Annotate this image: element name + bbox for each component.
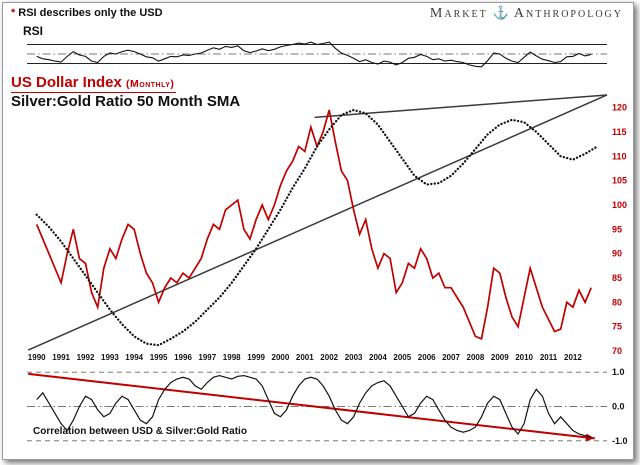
series-rsi-of-us-dollar-index — [36, 41, 592, 68]
x-tick-label: 2008 — [467, 353, 485, 362]
panel-rsi-describes-only-the-usd — [27, 41, 607, 68]
x-tick-label: 2010 — [515, 353, 533, 362]
y-tick-label: 95 — [612, 224, 622, 234]
x-tick-label: 2005 — [393, 353, 411, 362]
usd-title-text: US Dollar Index — [11, 74, 122, 91]
x-tick-label: 2006 — [418, 353, 436, 362]
chart-card: 120 115 110 105 100 95 90 85 80 75 70 1990 1991 1992 1… — [2, 2, 634, 460]
x-tick-label: 2001 — [296, 353, 314, 362]
footnote-asterisk-icon: * — [11, 7, 16, 19]
y-tick-label: 80 — [612, 297, 622, 307]
x-tick-label: 2007 — [442, 353, 460, 362]
usd-index-title: US Dollar Index (Monthly) — [11, 74, 177, 94]
x-tick-label: 1992 — [77, 353, 95, 362]
usd-title-suffix: (Monthly) — [126, 78, 175, 90]
y-tick-label: 105 — [612, 176, 627, 186]
y-tick-label: 120 — [612, 103, 627, 113]
anchor-icon: ⚓ — [492, 5, 509, 20]
x-tick-label: 2000 — [272, 353, 290, 362]
series-correlation-usd-vs-silver-gold-ratio — [36, 374, 592, 438]
trendline-ascending-support-line — [27, 94, 608, 351]
series-us-dollar-index — [35, 109, 592, 340]
x-tick-label: 1990 — [28, 353, 46, 362]
rsi-panel-label: RSI — [23, 24, 44, 38]
series-silver-gold-ratio-50-month-sma — [35, 108, 599, 347]
y-tick-label: 1.0 — [612, 367, 625, 377]
correlation-label: Correlation between USD & Silver:Gold Ra… — [33, 426, 247, 437]
x-tick-label: 2012 — [564, 353, 582, 362]
x-tick-label: 1995 — [150, 353, 168, 362]
brand-logo: Market ⚓ Anthropology — [429, 5, 623, 22]
footnote-text: RSI describes only the USD — [18, 7, 163, 19]
rsi-footnote: * RSI describes only the USD — [11, 7, 163, 20]
x-tick-label: 2004 — [369, 353, 387, 362]
panel-us-dollar-index-monthly-vs-silver-gold-ratio-50-month-sma: 120 115 110 105 100 95 90 85 80 75 70 1990 1991 1992 1… — [27, 94, 627, 362]
silver-gold-title: Silver:Gold Ratio 50 Month SMA — [11, 93, 244, 111]
x-tick-label: 1991 — [52, 353, 70, 362]
brand-word-market: Market — [429, 6, 488, 21]
x-tick-label: 1998 — [223, 353, 241, 362]
x-tick-label: 2011 — [540, 353, 558, 362]
trendline-declining-correlation-trendline — [28, 372, 595, 440]
x-tick-label: 1999 — [247, 353, 265, 362]
y-tick-label: 0.0 — [612, 402, 625, 412]
panel-correlation-between-usd-silver-gold-ratio: 1.0 0.0 -1.0 — [27, 367, 628, 446]
x-tick-label: 1993 — [101, 353, 119, 362]
y-tick-label: 110 — [612, 151, 627, 161]
x-tick-label: 1996 — [174, 353, 192, 362]
x-tick-label: 2003 — [345, 353, 363, 362]
x-tick-label: 2002 — [320, 353, 338, 362]
y-tick-label: -1.0 — [612, 436, 628, 446]
x-tick-label: 1997 — [198, 353, 216, 362]
x-tick-label: 2009 — [491, 353, 509, 362]
y-tick-label: 100 — [612, 200, 627, 210]
y-tick-label: 90 — [612, 249, 622, 259]
brand-word-anthropology: Anthropology — [513, 6, 623, 21]
x-tick-label: 1994 — [125, 353, 143, 362]
y-tick-label: 70 — [612, 346, 622, 356]
y-tick-label: 75 — [612, 322, 622, 332]
charts-canvas: 120 115 110 105 100 95 90 85 80 75 70 1990 1991 1992 1… — [27, 41, 628, 446]
y-tick-label: 115 — [612, 127, 627, 137]
y-tick-label: 85 — [612, 273, 622, 283]
